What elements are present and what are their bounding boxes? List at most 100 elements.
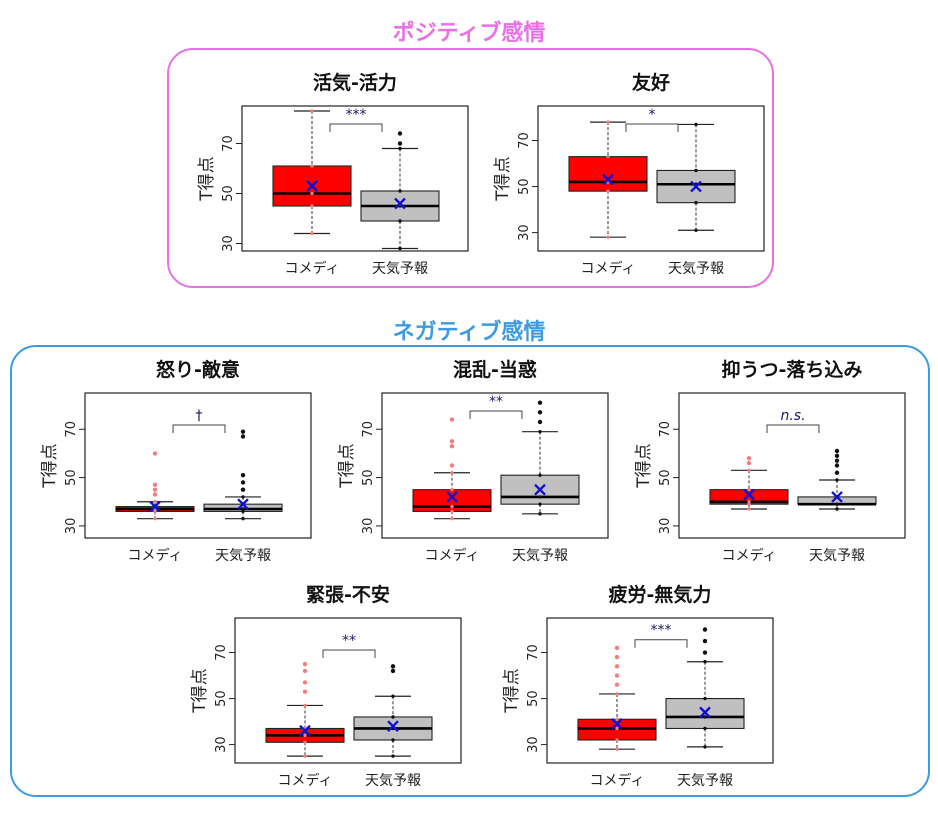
x-category-label: コメディ [721,547,776,564]
significance-label: *** [651,623,672,639]
data-point [747,500,751,504]
y-tick-label: 30 [526,736,541,753]
outlier-point [240,480,246,485]
mean-marker [534,483,546,496]
data-point [538,512,542,516]
data-point [747,507,751,511]
outlier-point [834,463,840,468]
data-point [694,228,698,232]
mean-marker [394,197,406,210]
outlier-point [702,638,708,644]
negative-group-frame [10,345,930,797]
x-category-label: コメディ [127,547,182,564]
negative-group-title: ネガティブ感情 [392,320,546,345]
data-point [391,754,395,758]
outlier-point [537,410,543,415]
outlier-point [614,664,620,669]
y-tick-label: 70 [221,135,236,152]
outlier-point [152,487,158,492]
data-point [538,473,542,477]
chart-title: 友好 [631,72,670,94]
data-point [747,502,751,506]
mean-marker [831,491,843,503]
chart-panel-depression: 抑うつ-落ち込み 30 50 70 T得点 コメディ 天気予報 n.s. [607,355,907,600]
x-category-label: コメディ [424,547,479,564]
data-point [241,509,245,514]
significance-label: † [196,408,203,424]
chart-panel-friendliness: 友好 30 50 70 T得点 コメディ 天気予報 * [466,68,766,313]
significance-label: *** [346,107,367,123]
data-point [615,726,619,731]
chart-title: 活気-活力 [313,72,397,94]
data-point [303,733,307,738]
y-tick-label: 30 [214,736,229,753]
plot-frame [537,105,765,252]
outlier-point [834,453,840,459]
outlier-point [834,470,840,475]
chart-panel-tension: 緊張-不安 30 50 70 T得点 コメディ 天気予報 ** [163,580,463,825]
outlier-point [614,654,620,660]
data-point [310,164,314,168]
mean-marker [446,491,458,503]
outlier-point [449,443,455,449]
chart-panel-anger: 怒り-敵意 30 50 70 T得点 コメディ 天気予報 † [13,355,313,600]
outlier-point [302,661,308,667]
significance-bracket [469,410,523,419]
outlier-point [302,689,308,694]
y-tick-label: 70 [214,644,229,661]
mean-marker [690,180,702,193]
outlier-point [397,141,403,146]
data-point [153,516,157,521]
y-axis-label: T得点 [634,443,654,488]
chart-title: 疲労-無気力 [608,584,712,606]
mean-marker [299,724,311,737]
data-point [538,429,542,434]
plot-frame [234,617,462,764]
y-tick-label: 30 [361,518,376,535]
x-category-label: 天気予報 [215,548,271,564]
outlier-point [240,429,246,434]
outlier-point [240,472,246,478]
data-point [703,660,707,664]
x-category-label: 天気予報 [512,548,568,564]
data-point [450,487,454,492]
mean-marker [306,180,318,192]
y-tick-label: 50 [361,469,376,486]
data-point [303,703,307,708]
data-point [398,146,402,151]
y-tick-label: 70 [517,132,532,149]
data-point [615,692,619,696]
outlier-point [449,439,455,444]
outlier-point [614,682,620,687]
data-point [241,507,245,511]
chart-panel-confusion: 混乱-当惑 30 50 70 T得点 コメディ 天気予報 ** [310,355,610,600]
y-tick-label: 50 [526,690,541,707]
chart-title: 怒り-敵意 [156,359,240,381]
data-point [703,726,707,731]
data-point [391,694,395,698]
data-point [615,747,619,751]
x-category-label: 天気予報 [809,548,865,564]
data-point [398,189,402,193]
y-axis-label: T得点 [502,668,522,713]
data-point [310,109,314,113]
outlier-point [240,487,246,492]
y-tick-label: 70 [658,421,673,438]
outlier-point [702,627,708,632]
outlier-point [614,645,620,651]
chart-panel-fatigue: 疲労-無気力 30 50 70 T得点 コメディ 天気予報 *** [475,580,775,825]
y-axis-label: T得点 [197,156,217,201]
data-point [303,740,307,744]
outlier-point [302,680,308,685]
plot-frame [546,617,774,764]
y-tick-label: 70 [64,421,79,438]
significance-label: ** [489,394,503,410]
outlier-point [302,668,308,674]
y-axis-label: T得点 [40,443,60,488]
data-point [835,478,839,482]
